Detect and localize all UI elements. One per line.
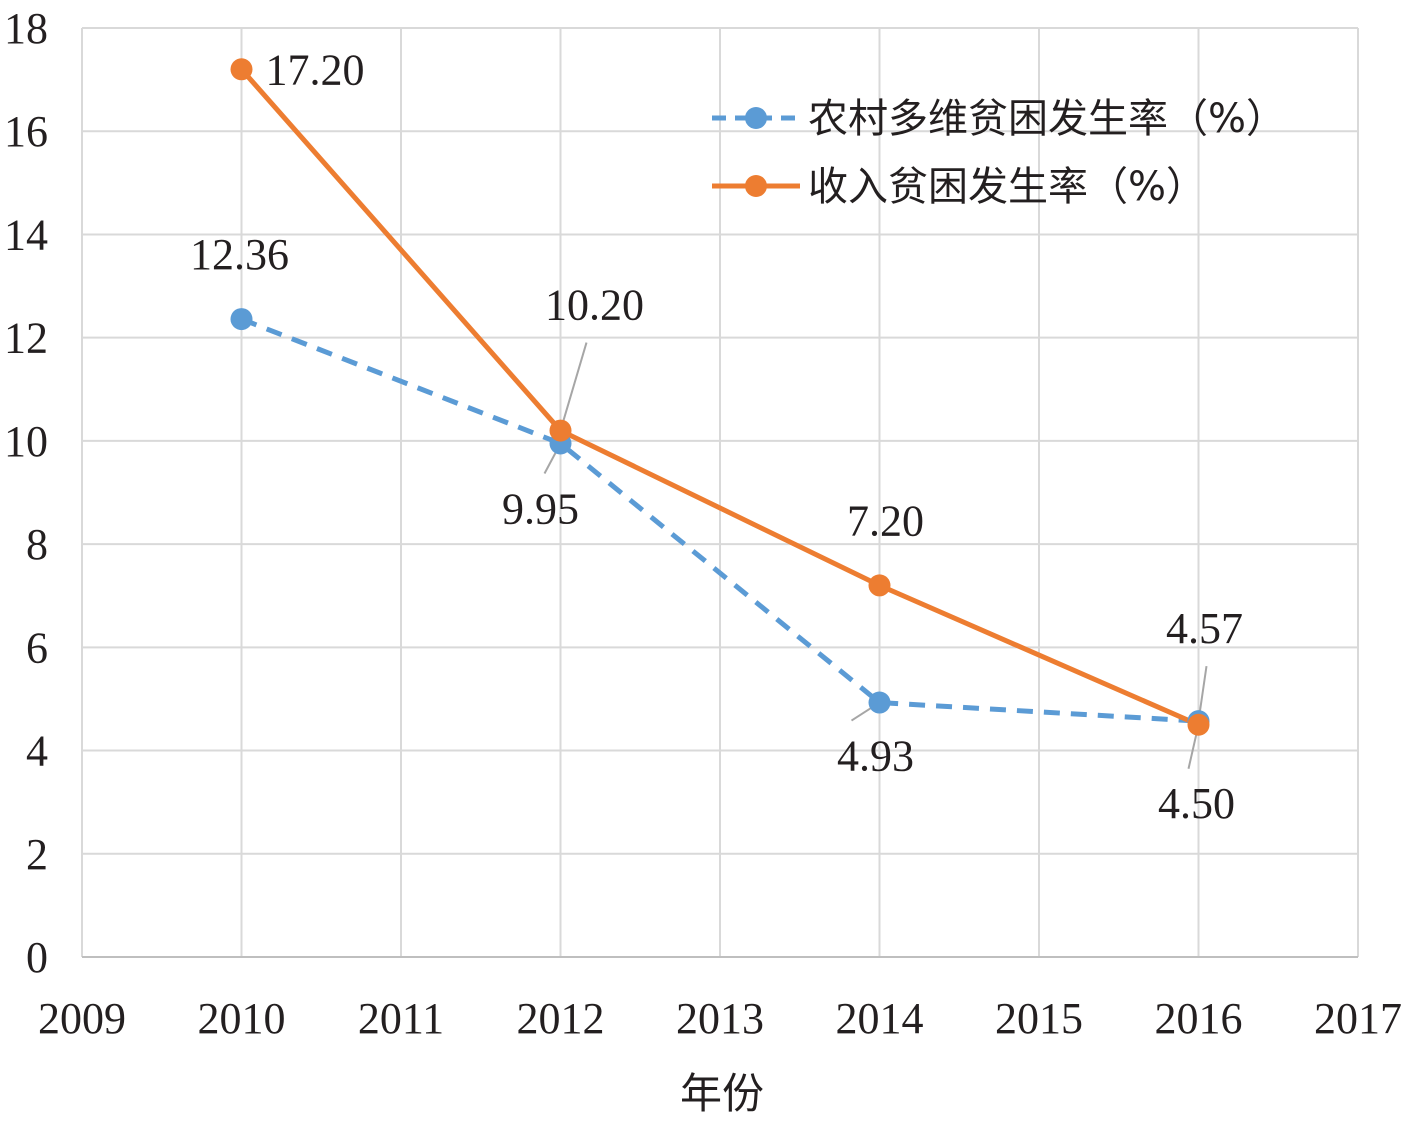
series-line-2 — [239, 67, 1200, 728]
x-tick-label: 2009 — [38, 994, 126, 1043]
grid-lines — [81, 27, 1359, 958]
legend: 农村多维贫困发生率（%） 收入贫困发生率（%） — [712, 96, 1286, 210]
y-axis: 0 2 4 6 8 10 12 14 16 18 — [4, 4, 48, 982]
x-tick-label: 2017 — [1314, 994, 1402, 1043]
y-tick-label: 0 — [26, 933, 48, 982]
data-label: 10.20 — [545, 281, 644, 330]
data-label: 12.36 — [190, 230, 289, 279]
data-point-series-1 — [230, 308, 253, 331]
data-point-series-2 — [549, 419, 572, 442]
y-tick-label: 18 — [4, 4, 48, 53]
x-tick-label: 2012 — [517, 994, 605, 1043]
x-tick-label: 2011 — [358, 994, 444, 1043]
data-point-series-2 — [230, 58, 253, 81]
data-point-series-1 — [868, 691, 891, 714]
data-labels: 12.36 9.95 4.93 4.57 17.20 10.20 7.20 4.50 — [190, 45, 1243, 827]
y-tick-label: 8 — [26, 520, 48, 569]
legend-marker-2 — [745, 175, 767, 197]
y-tick-label: 6 — [26, 623, 48, 672]
x-tick-label: 2010 — [198, 994, 286, 1043]
data-point-series-2 — [1187, 713, 1210, 736]
x-tick-label: 2013 — [676, 994, 764, 1043]
legend-marker-1 — [745, 107, 767, 129]
data-label: 4.93 — [837, 732, 914, 781]
x-tick-label: 2015 — [995, 994, 1083, 1043]
series-line-1 — [240, 316, 1199, 724]
data-label: 4.57 — [1166, 604, 1243, 653]
series-group — [230, 58, 1210, 736]
y-tick-label: 16 — [4, 107, 48, 156]
y-tick-label: 4 — [26, 727, 48, 776]
y-tick-label: 2 — [26, 830, 48, 879]
data-label: 9.95 — [502, 484, 579, 533]
data-label: 7.20 — [847, 496, 924, 545]
x-tick-label: 2016 — [1155, 994, 1243, 1043]
x-tick-label: 2014 — [836, 994, 924, 1043]
y-tick-label: 10 — [4, 417, 48, 466]
y-tick-label: 14 — [4, 210, 48, 259]
legend-label-1: 农村多维贫困发生率（%） — [808, 96, 1286, 142]
data-point-series-2 — [868, 574, 891, 597]
data-label: 17.20 — [266, 45, 365, 94]
y-tick-label: 12 — [4, 314, 48, 363]
leader-line — [559, 342, 588, 431]
x-axis: 2009 2010 2011 2012 2013 2014 2015 2016 2017 — [38, 994, 1402, 1043]
data-label: 4.50 — [1158, 779, 1235, 828]
legend-label-2: 收入贫困发生率（%） — [808, 164, 1206, 210]
x-axis-title: 年份 — [680, 1069, 764, 1118]
